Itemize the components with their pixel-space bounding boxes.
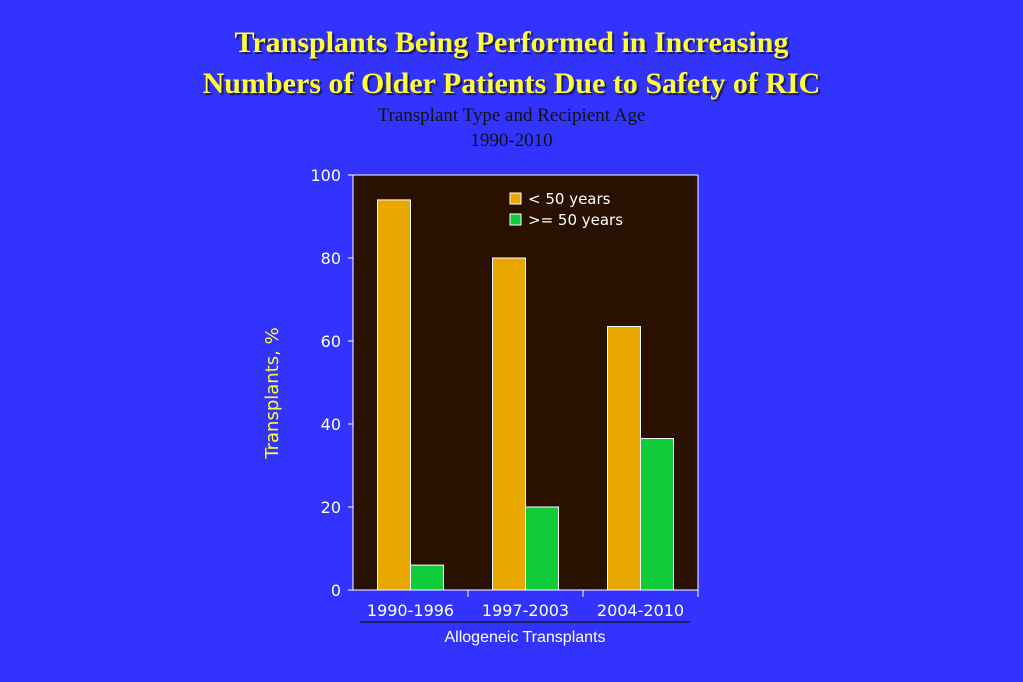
legend-swatch (509, 213, 522, 226)
x-tick-label: 2004-2010 (597, 601, 684, 620)
y-tick-label: 100 (310, 166, 341, 185)
bar-over-50 (525, 506, 559, 591)
bar-under-50 (492, 257, 526, 591)
y-tick-label: 60 (321, 332, 341, 351)
legend-label: >= 50 years (528, 211, 623, 229)
chart-subtitle: Transplant Type and Recipient Age 1990-2… (0, 103, 1023, 153)
x-axis-label: Allogeneic Transplants (445, 629, 606, 646)
y-axis-label: Transplants, % (262, 327, 283, 459)
subtitle-line-2: 1990-2010 (470, 130, 553, 151)
x-tick-label: 1997-2003 (482, 601, 569, 620)
title-line-1: Transplants Being Performed in Increasin… (234, 26, 789, 59)
title-line-2: Numbers of Older Patients Due to Safety … (202, 67, 821, 100)
y-tick-label: 20 (321, 498, 341, 517)
bar-over-50 (640, 438, 674, 591)
y-tick-label: 0 (331, 581, 341, 600)
legend-label: < 50 years (528, 190, 611, 208)
bar-over-50 (410, 564, 444, 591)
bar-under-50 (607, 325, 641, 591)
legend-swatch (509, 192, 522, 205)
y-tick-label: 80 (321, 249, 341, 268)
subtitle-line-1: Transplant Type and Recipient Age (377, 105, 646, 126)
bar-under-50 (377, 199, 411, 591)
chart-title: Transplants Being Performed in Increasin… (0, 22, 1023, 104)
x-tick-label: 1990-1996 (367, 601, 454, 620)
y-tick-label: 40 (321, 415, 341, 434)
